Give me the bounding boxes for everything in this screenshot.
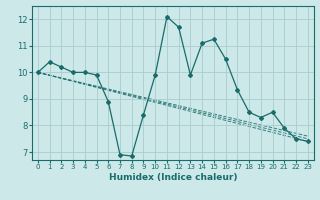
X-axis label: Humidex (Indice chaleur): Humidex (Indice chaleur) bbox=[108, 173, 237, 182]
